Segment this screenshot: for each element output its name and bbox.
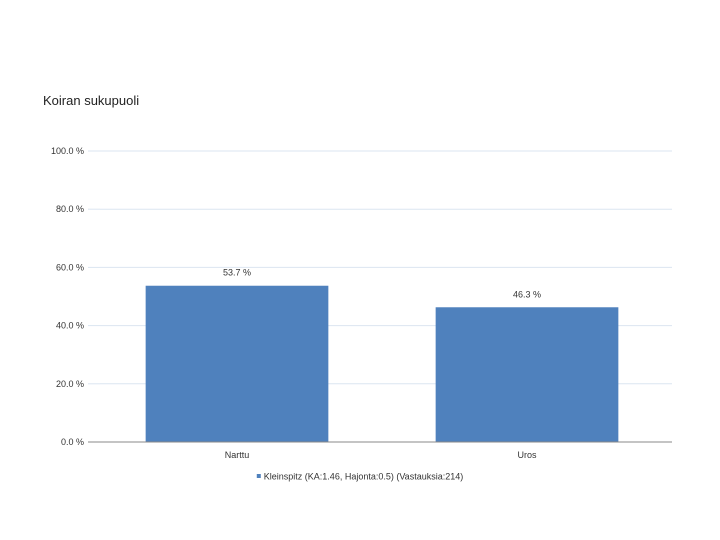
legend-label: Kleinspitz (KA:1.46, Hajonta:0.5) (Vasta… — [264, 472, 463, 482]
data-label: 53.7 % — [223, 268, 251, 278]
category-label: Uros — [517, 450, 537, 460]
legend: Kleinspitz (KA:1.46, Hajonta:0.5) (Vasta… — [256, 472, 463, 482]
data-labels: 53.7 % 46.3 % — [223, 268, 541, 300]
y-tick-label: 100.0 % — [51, 146, 84, 156]
data-label: 46.3 % — [513, 289, 541, 299]
y-tick-label: 0.0 % — [61, 437, 84, 447]
x-axis-categories: Narttu Uros — [225, 450, 537, 460]
chart-title: Koiran sukupuoli — [43, 93, 140, 108]
legend-swatch — [256, 474, 261, 478]
y-tick-label: 80.0 % — [56, 204, 84, 214]
bar-narttu — [145, 285, 329, 442]
bars — [145, 285, 619, 442]
y-tick-label: 20.0 % — [56, 379, 84, 389]
y-tick-label: 40.0 % — [56, 321, 84, 331]
y-tick-label: 60.0 % — [56, 262, 84, 272]
bar-uros — [435, 307, 619, 442]
category-label: Narttu — [225, 450, 250, 460]
y-axis-ticks: 0.0 % 20.0 % 40.0 % 60.0 % 80.0 % 100.0 % — [51, 146, 100, 447]
